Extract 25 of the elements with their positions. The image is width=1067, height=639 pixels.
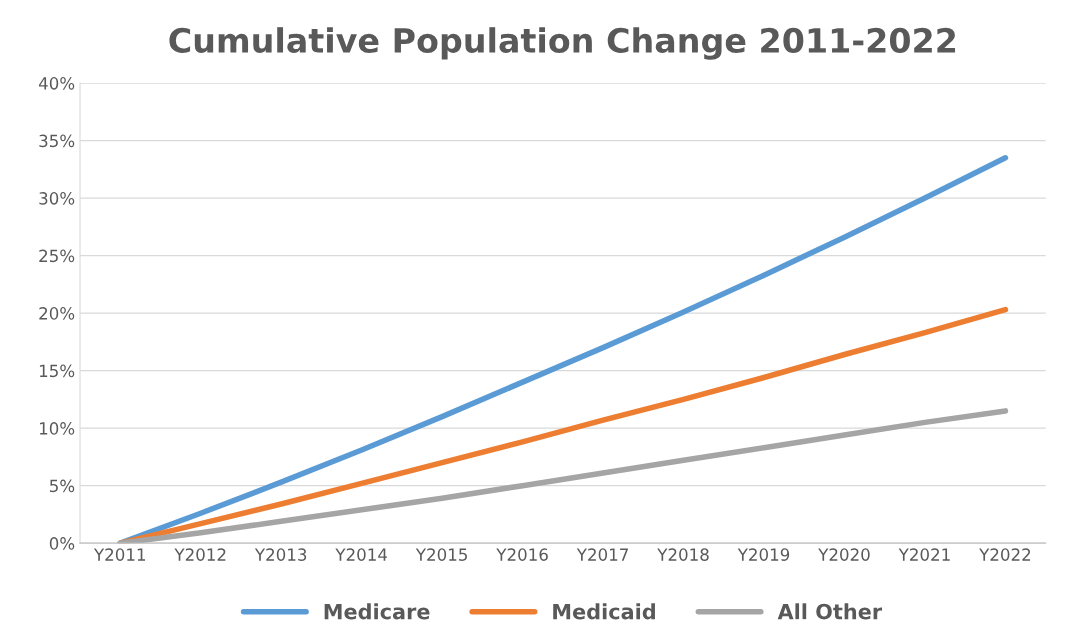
x-tick-label: Y2020: [818, 548, 870, 561]
y-tick-label: 5%: [50, 479, 75, 493]
x-tick-label: Y2015: [415, 548, 467, 561]
y-tick-label: 35%: [39, 134, 75, 148]
x-tick-label: Y2014: [335, 548, 388, 561]
y-tick-label: 40%: [38, 77, 75, 90]
y-tick-label: 30%: [39, 192, 75, 205]
x-tick-label: Y2012: [174, 548, 226, 561]
legend-label: All Other: [777, 603, 883, 620]
y-tick-label: 20%: [39, 307, 75, 320]
x-tick-label: Y2019: [737, 548, 790, 561]
x-tick-label: Y2011: [93, 548, 146, 561]
chart-title: Cumulative Population Change 2011-2022: [169, 27, 956, 60]
y-tick-label: 15%: [39, 364, 75, 378]
x-tick-label: Y2013: [254, 548, 307, 561]
y-tick-label: 0%: [49, 537, 75, 550]
x-tick-label: Y2022: [979, 548, 1031, 561]
y-tick-label: 25%: [39, 249, 75, 263]
legend-label: Medicare: [324, 603, 430, 620]
x-tick-label: Y2021: [898, 548, 950, 561]
y-tick-label: 10%: [39, 422, 75, 435]
x-tick-label: Y2016: [496, 548, 548, 561]
x-tick-label: Y2018: [657, 548, 709, 561]
legend-label: Medicaid: [553, 603, 655, 620]
x-tick-label: Y2017: [576, 548, 628, 561]
